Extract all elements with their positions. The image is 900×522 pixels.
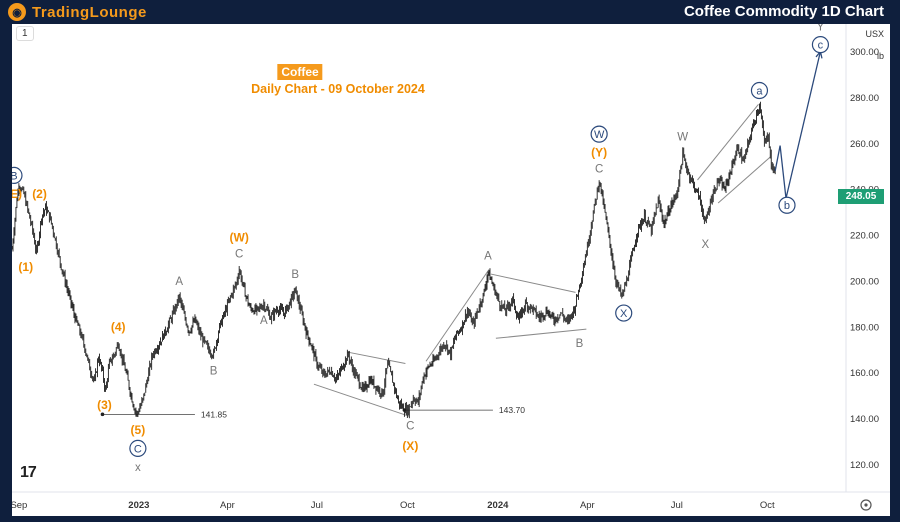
brand-logo: ◉ TradingLounge	[8, 2, 147, 22]
price-tick-label: 200.00	[850, 276, 879, 287]
time-axis: Sep 2023 Apr Jul Oct 2024 Apr Jul Oct	[10, 500, 775, 511]
wave-label: (4)	[111, 320, 126, 334]
wave-label: (E)	[12, 187, 22, 201]
channel-line	[313, 383, 410, 417]
wave-label: b	[784, 200, 790, 212]
channel-line	[490, 273, 576, 293]
wave-label: X	[702, 239, 710, 251]
currency-label[interactable]: USX	[865, 29, 884, 39]
wave-label: Y	[817, 24, 825, 33]
level-point	[100, 412, 105, 417]
time-tick-label: Jul	[671, 500, 683, 511]
wave-label: X	[620, 308, 628, 320]
wave-label: (5)	[131, 423, 146, 437]
wave-label: B	[576, 338, 584, 350]
wave-label: A	[484, 251, 492, 263]
projection-line	[774, 51, 822, 199]
wave-label: x	[135, 462, 141, 474]
wave-label: (W)	[230, 230, 249, 244]
wave-circle	[811, 36, 830, 54]
price-tick-label: 180.00	[850, 322, 879, 333]
price-levels: 141.85 143.70	[100, 405, 525, 419]
tradingview-logo-icon: 17	[20, 464, 37, 481]
price-tick-label: 300.00	[850, 47, 879, 58]
time-tick-label: Oct	[400, 500, 415, 511]
wave-label: A	[260, 315, 268, 327]
wave-circle	[590, 125, 608, 143]
chart-subtitle: Daily Chart - 09 October 2024	[251, 82, 425, 96]
price-tick-label: 220.00	[850, 231, 879, 242]
level-label: 141.85	[201, 409, 227, 419]
time-tick-label: 2023	[128, 500, 149, 511]
channel-line	[495, 328, 587, 339]
logo-mark-icon: ◉	[8, 3, 26, 21]
wave-label: B	[210, 365, 218, 377]
wave-labels: B (E) (2) (1) (4) (3) (5) Cx A B (W) C A B C (X) A B W (Y) C…	[5, 3, 830, 474]
channel-line	[717, 156, 771, 204]
wave-label: C	[595, 164, 603, 176]
price-tick-label: 280.00	[850, 93, 879, 104]
wave-label: (3)	[97, 398, 112, 412]
time-tick-label: 2024	[487, 500, 509, 511]
chart-panel[interactable]: 141.85 143.70 B (E) (2) (1) (4) (3) (5) Cx A B (W) C…	[5, 3, 890, 516]
wave-label: B	[291, 269, 299, 281]
channel-line	[425, 269, 490, 362]
price-tick-label: 160.00	[850, 368, 879, 379]
wave-label: C	[235, 248, 243, 260]
price-tick-label: 140.00	[850, 414, 879, 425]
price-tick-label: 120.00	[850, 460, 879, 471]
chart-title: Coffee	[277, 64, 323, 80]
wave-label: c	[818, 40, 824, 52]
interval-selector[interactable]: 1	[16, 26, 34, 41]
wave-label: W	[594, 129, 605, 141]
wave-label: A	[175, 276, 183, 288]
header-bar: ◉ TradingLounge Coffee Commodity 1D Char…	[0, 0, 900, 24]
time-tick-label: Oct	[760, 500, 775, 511]
projection-path	[774, 50, 823, 199]
wave-circle	[615, 304, 633, 322]
price-axis: 120.00140.00160.00180.00200.00220.00240.…	[850, 47, 879, 471]
time-tick-label: Apr	[220, 500, 235, 511]
channel-lines	[313, 103, 771, 417]
chart-svg[interactable]: 141.85 143.70 B (E) (2) (1) (4) (3) (5) Cx A B (W) C…	[5, 3, 890, 516]
wave-label: C	[406, 420, 414, 432]
wave-circle	[129, 439, 147, 458]
wave-circle	[750, 81, 769, 100]
wave-label: B	[12, 170, 18, 182]
wave-label: (X)	[402, 439, 418, 453]
logo-text: TradingLounge	[32, 3, 147, 21]
settings-gear-icon[interactable]	[860, 499, 872, 511]
header-title: Coffee Commodity 1D Chart	[683, 3, 884, 20]
wave-label: W	[677, 131, 688, 143]
price-tick-label: 260.00	[850, 139, 879, 150]
level-label: 143.70	[499, 405, 525, 415]
channel-line	[347, 351, 406, 365]
wave-label: (1)	[18, 260, 33, 274]
wave-label: (Y)	[591, 145, 607, 159]
time-tick-label: Jul	[311, 500, 323, 511]
unit-label[interactable]: lb	[876, 51, 884, 61]
time-tick-label: Sep	[12, 500, 27, 511]
time-tick-label: Apr	[580, 500, 595, 511]
channel-line	[697, 103, 759, 181]
last-price-tag: 248.05	[838, 189, 884, 204]
wave-circle	[778, 196, 796, 214]
price-series	[11, 101, 776, 419]
wave-label: (2)	[32, 187, 47, 201]
wave-label: a	[756, 86, 763, 98]
wave-label: C	[134, 443, 142, 455]
